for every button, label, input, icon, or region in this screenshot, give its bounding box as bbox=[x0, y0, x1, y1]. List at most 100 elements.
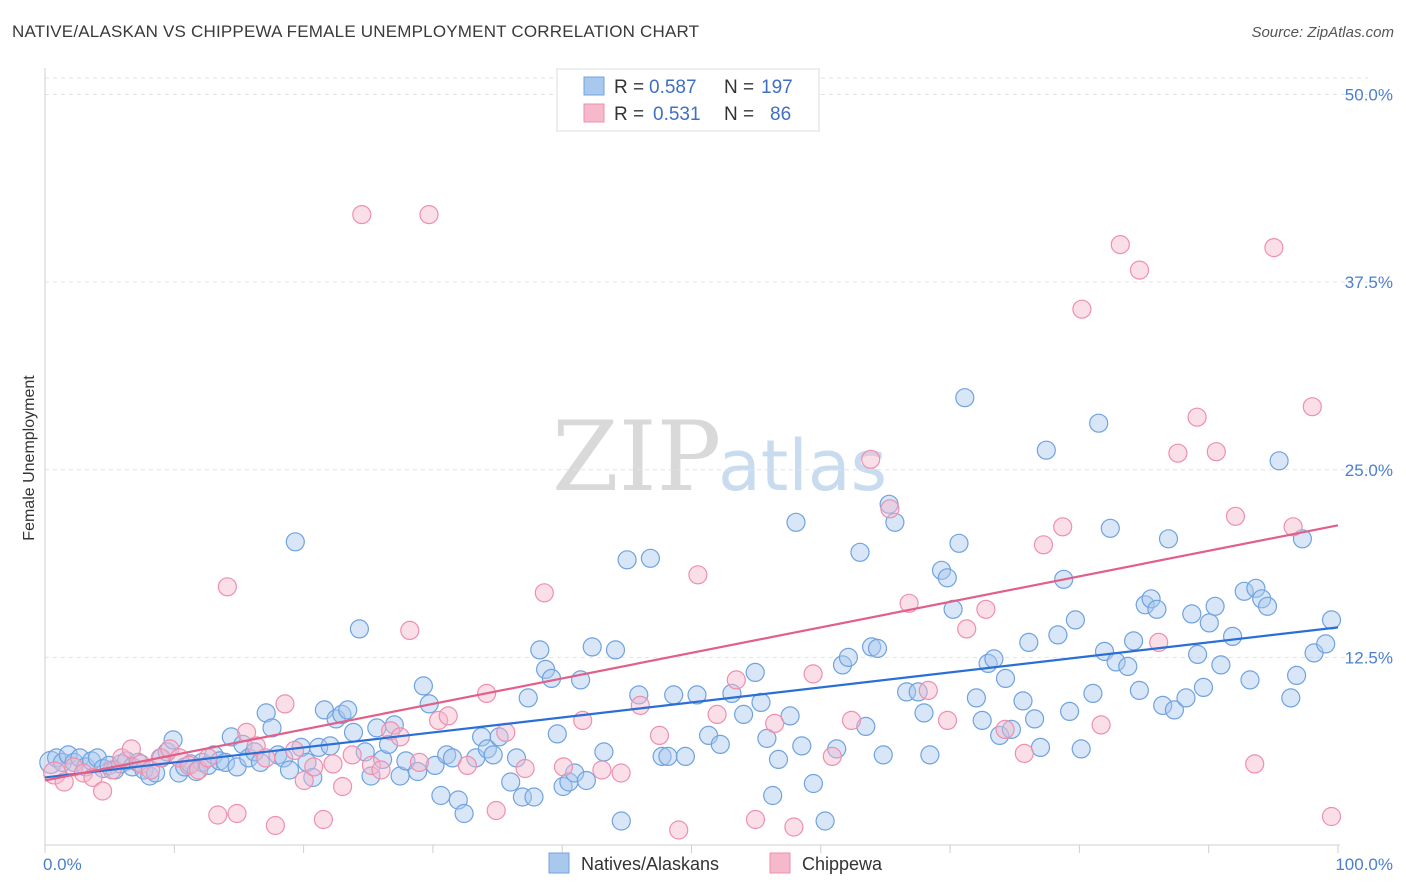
point-chippewa bbox=[1110, 235, 1130, 255]
point-chippewa bbox=[669, 820, 689, 840]
point-natives bbox=[1147, 599, 1167, 619]
x-tick-label: 100.0% bbox=[1335, 855, 1393, 874]
point-natives bbox=[664, 685, 684, 705]
point-natives bbox=[1153, 695, 1173, 716]
point-natives bbox=[454, 803, 474, 824]
point-chippewa bbox=[995, 719, 1015, 740]
point-chippewa bbox=[918, 680, 938, 701]
point-natives bbox=[1118, 656, 1138, 677]
point-chippewa bbox=[1091, 715, 1111, 735]
point-chippewa bbox=[765, 713, 785, 734]
point-natives bbox=[815, 811, 835, 831]
data-points bbox=[39, 205, 1342, 840]
point-chippewa bbox=[438, 706, 458, 726]
point-natives bbox=[1281, 688, 1301, 708]
point-natives bbox=[582, 637, 602, 657]
point-chippewa bbox=[371, 760, 391, 780]
point-natives bbox=[1100, 518, 1120, 538]
point-chippewa bbox=[217, 577, 237, 597]
point-natives bbox=[1019, 632, 1039, 653]
point-chippewa bbox=[957, 619, 977, 639]
y-axis-label: Female Unemployment bbox=[21, 375, 38, 541]
point-natives bbox=[437, 745, 457, 765]
point-natives bbox=[914, 703, 934, 723]
watermark-atlas: atlas bbox=[718, 425, 887, 507]
point-natives bbox=[1158, 529, 1179, 549]
point-natives bbox=[1257, 596, 1278, 616]
legend-n-value-natives: 197 bbox=[761, 77, 793, 98]
point-chippewa bbox=[342, 745, 362, 765]
point-natives bbox=[1036, 440, 1056, 460]
point-natives bbox=[873, 745, 893, 765]
point-chippewa bbox=[1225, 506, 1246, 526]
point-chippewa bbox=[1033, 535, 1054, 555]
point-natives bbox=[530, 640, 550, 660]
point-natives bbox=[87, 748, 108, 768]
point-natives bbox=[1024, 709, 1045, 729]
legend-n-label-natives: N = bbox=[724, 77, 754, 98]
point-chippewa bbox=[784, 817, 804, 837]
point-natives bbox=[1141, 589, 1161, 609]
point-chippewa bbox=[515, 758, 535, 779]
point-natives bbox=[937, 568, 957, 588]
point-natives bbox=[908, 682, 928, 702]
point-natives bbox=[1129, 680, 1150, 701]
point-chippewa bbox=[381, 721, 401, 741]
point-natives bbox=[1193, 677, 1214, 698]
point-chippewa bbox=[352, 205, 372, 225]
point-chippewa bbox=[726, 670, 746, 690]
point-chippewa bbox=[649, 725, 670, 746]
point-natives bbox=[792, 736, 812, 756]
point-natives bbox=[617, 550, 637, 570]
point-natives bbox=[338, 700, 358, 720]
point-chippewa bbox=[880, 499, 900, 519]
point-natives bbox=[652, 746, 672, 767]
point-chippewa bbox=[1053, 517, 1073, 537]
point-natives bbox=[1164, 700, 1185, 720]
point-natives bbox=[984, 649, 1004, 669]
y-tick-label: 25.0% bbox=[1345, 461, 1393, 480]
point-chippewa bbox=[294, 770, 314, 791]
point-natives bbox=[343, 722, 364, 743]
legend-swatch-chippewa bbox=[583, 103, 605, 123]
point-natives bbox=[431, 785, 451, 806]
point-chippewa bbox=[275, 694, 295, 714]
point-chippewa bbox=[400, 620, 420, 641]
point-chippewa bbox=[688, 565, 708, 585]
point-natives bbox=[262, 718, 282, 738]
trendlines bbox=[44, 524, 1339, 782]
point-chippewa bbox=[429, 710, 449, 731]
point-chippewa bbox=[1072, 299, 1092, 319]
point-chippewa bbox=[1302, 397, 1322, 417]
point-natives bbox=[990, 725, 1010, 746]
point-chippewa bbox=[611, 763, 631, 783]
point-chippewa bbox=[803, 664, 823, 684]
point-chippewa bbox=[707, 704, 727, 725]
point-natives bbox=[838, 647, 859, 668]
point-natives bbox=[256, 703, 276, 723]
point-chippewa bbox=[841, 710, 862, 731]
point-natives bbox=[1083, 683, 1103, 704]
series-legend-label-chippewa: Chippewa bbox=[802, 854, 883, 874]
point-natives bbox=[1030, 737, 1051, 758]
legend-r-label-chippewa: R = bbox=[614, 104, 644, 125]
point-natives bbox=[594, 742, 614, 762]
point-natives bbox=[733, 704, 754, 725]
point-natives bbox=[501, 772, 521, 792]
point-natives bbox=[867, 638, 888, 659]
tick-labels: 12.5% 25.0% 37.5% 50.0% 0.0% 100.0% bbox=[43, 86, 1393, 874]
point-chippewa bbox=[937, 710, 958, 731]
point-natives bbox=[955, 388, 975, 408]
axes bbox=[44, 68, 1340, 853]
point-chippewa bbox=[745, 809, 766, 830]
point-chippewa bbox=[486, 800, 506, 821]
point-chippewa bbox=[208, 805, 228, 825]
point-chippewa bbox=[1245, 754, 1265, 774]
point-natives bbox=[972, 710, 992, 731]
point-natives bbox=[1211, 655, 1231, 675]
legend-r-value-chippewa: 0.531 bbox=[653, 104, 701, 125]
source-credit: Source: ZipAtlas.com bbox=[1251, 24, 1394, 41]
point-chippewa bbox=[265, 815, 285, 836]
watermark: ZIP atlas bbox=[552, 401, 887, 513]
